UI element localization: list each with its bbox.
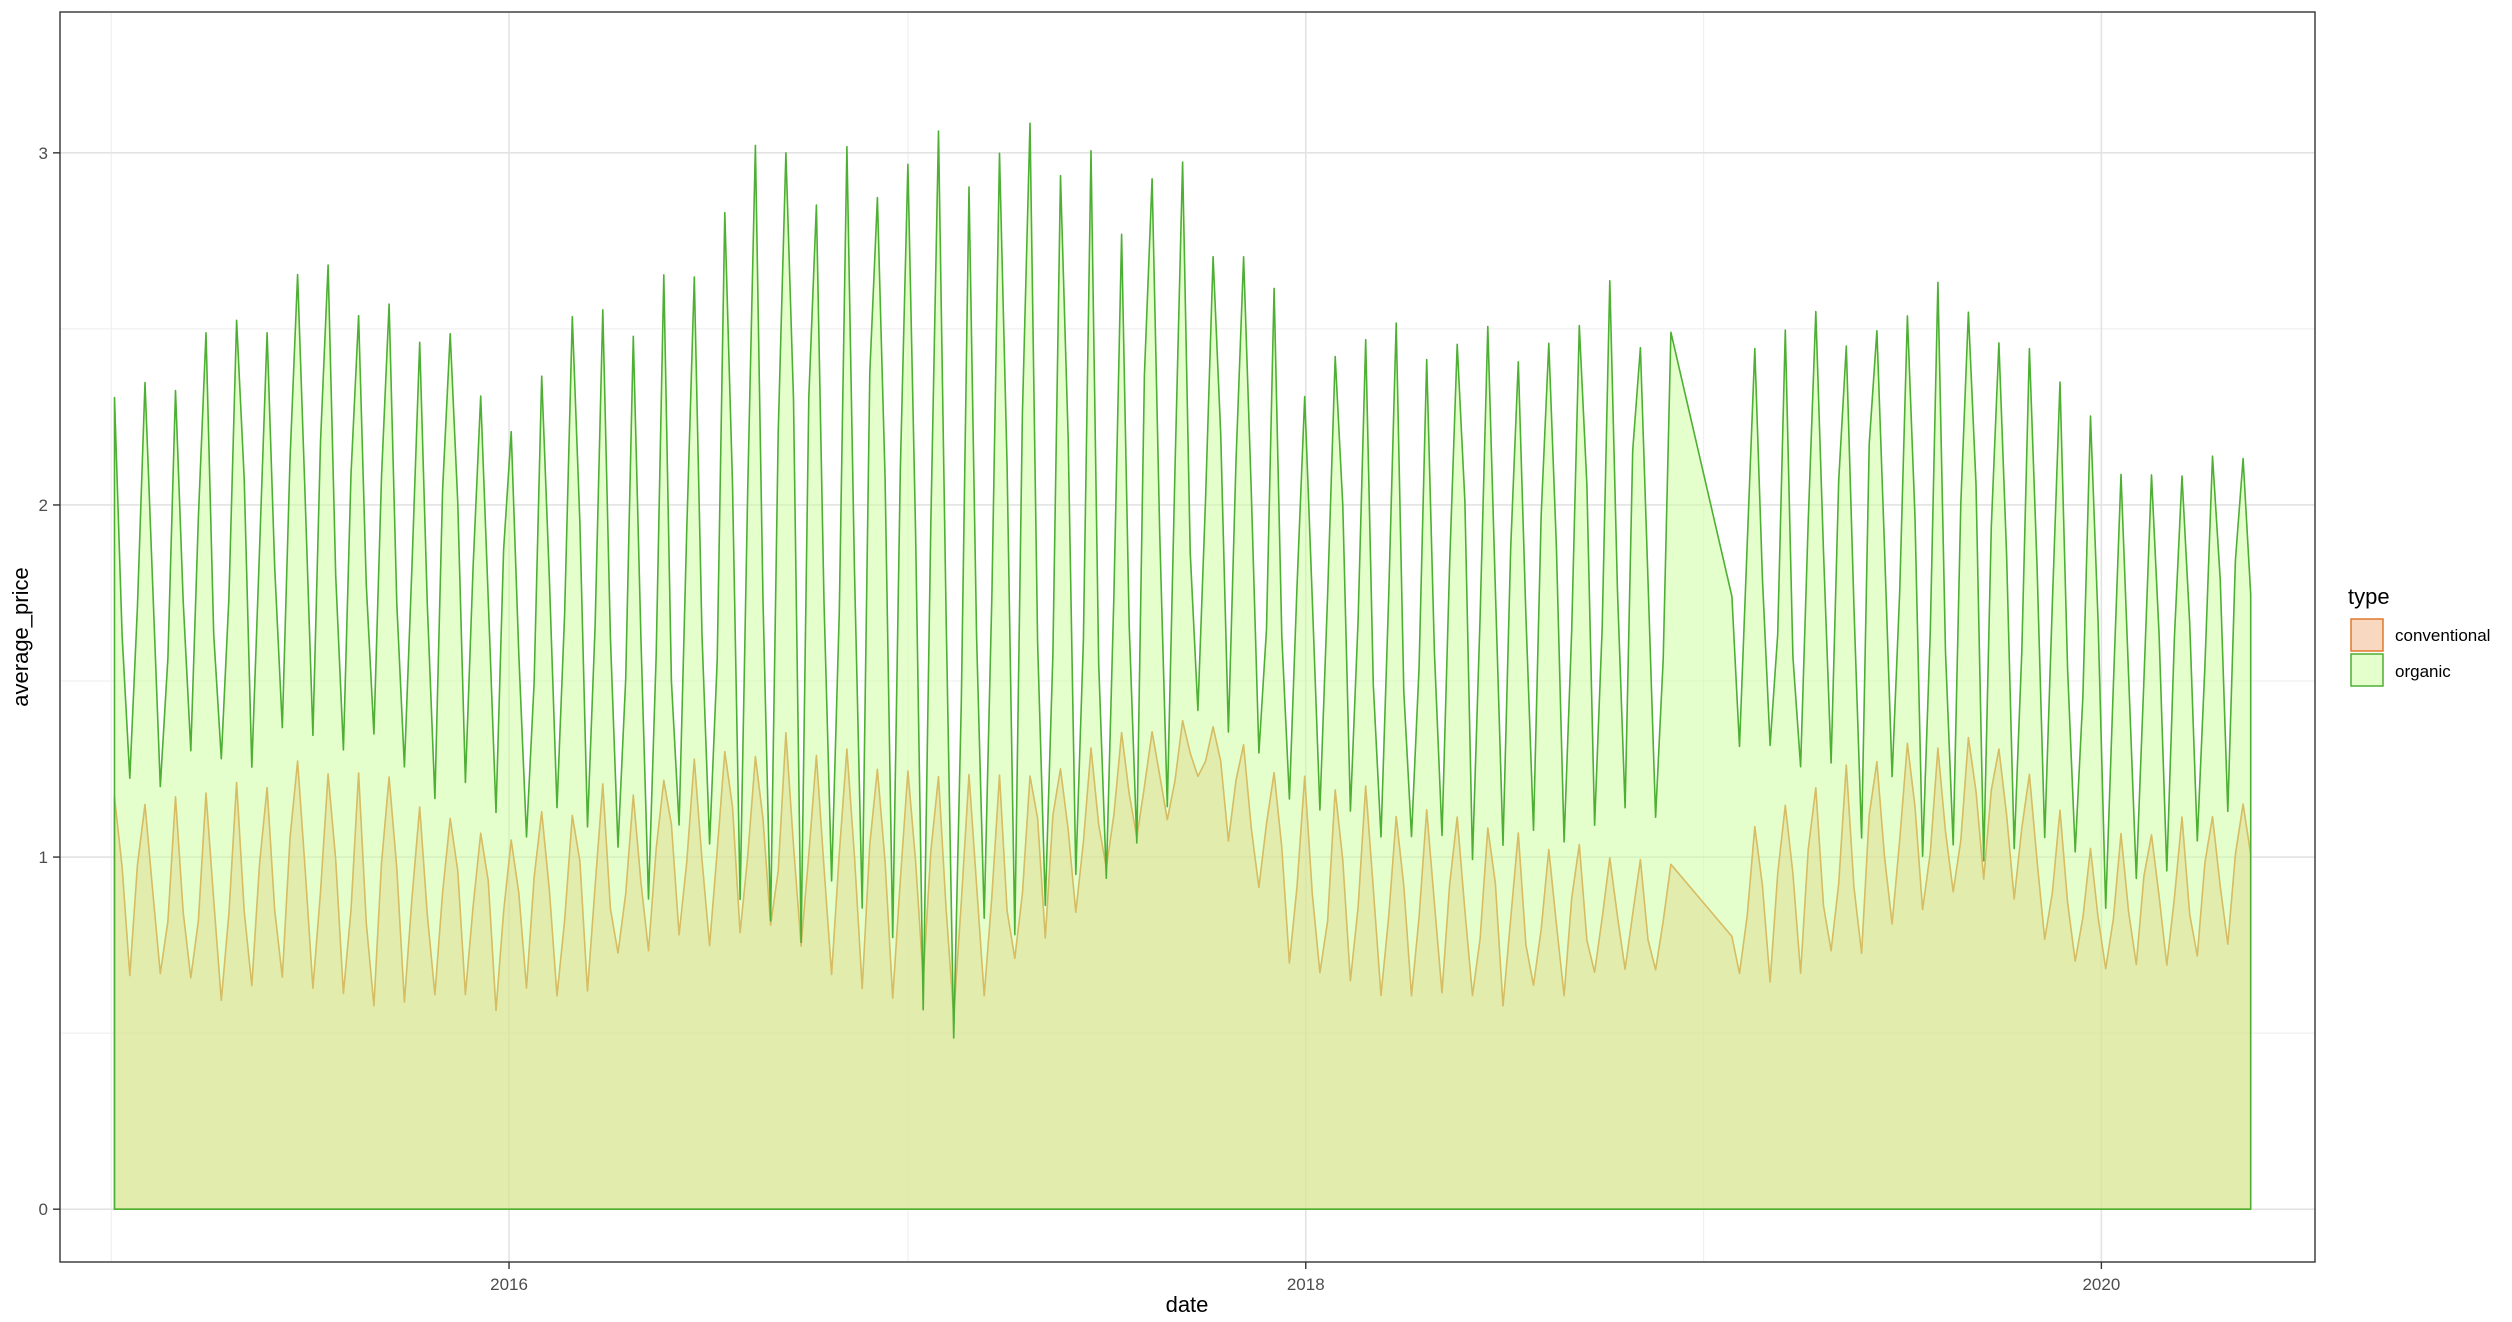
x-tick-label: 2020: [2082, 1275, 2120, 1294]
x-tick-label: 2018: [1287, 1275, 1325, 1294]
y-axis-title: average_price: [8, 567, 33, 706]
y-tick-label: 2: [39, 496, 48, 515]
y-tick-label: 0: [39, 1200, 48, 1219]
legend: type conventional organic: [2348, 584, 2490, 687]
x-tick-label: 2016: [490, 1275, 528, 1294]
y-tick-label: 3: [39, 144, 48, 163]
x-axis: 2016 2018 2020: [490, 1262, 2120, 1294]
y-axis: 0 1 2 3: [39, 144, 60, 1219]
x-axis-title: date: [1166, 1292, 1209, 1317]
legend-title: type: [2348, 584, 2390, 609]
legend-key-organic: [2350, 653, 2384, 687]
series-area-organic: [113, 122, 2252, 1210]
legend-key-conventional: [2350, 618, 2384, 652]
plot-border: [59, 11, 2316, 1263]
legend-item-organic: organic: [2350, 653, 2451, 687]
legend-label-organic: organic: [2395, 662, 2451, 681]
y-tick-label: 1: [39, 848, 48, 867]
series-layer: [113, 122, 2252, 1210]
legend-item-conventional: conventional: [2350, 618, 2490, 652]
legend-label-conventional: conventional: [2395, 626, 2490, 645]
